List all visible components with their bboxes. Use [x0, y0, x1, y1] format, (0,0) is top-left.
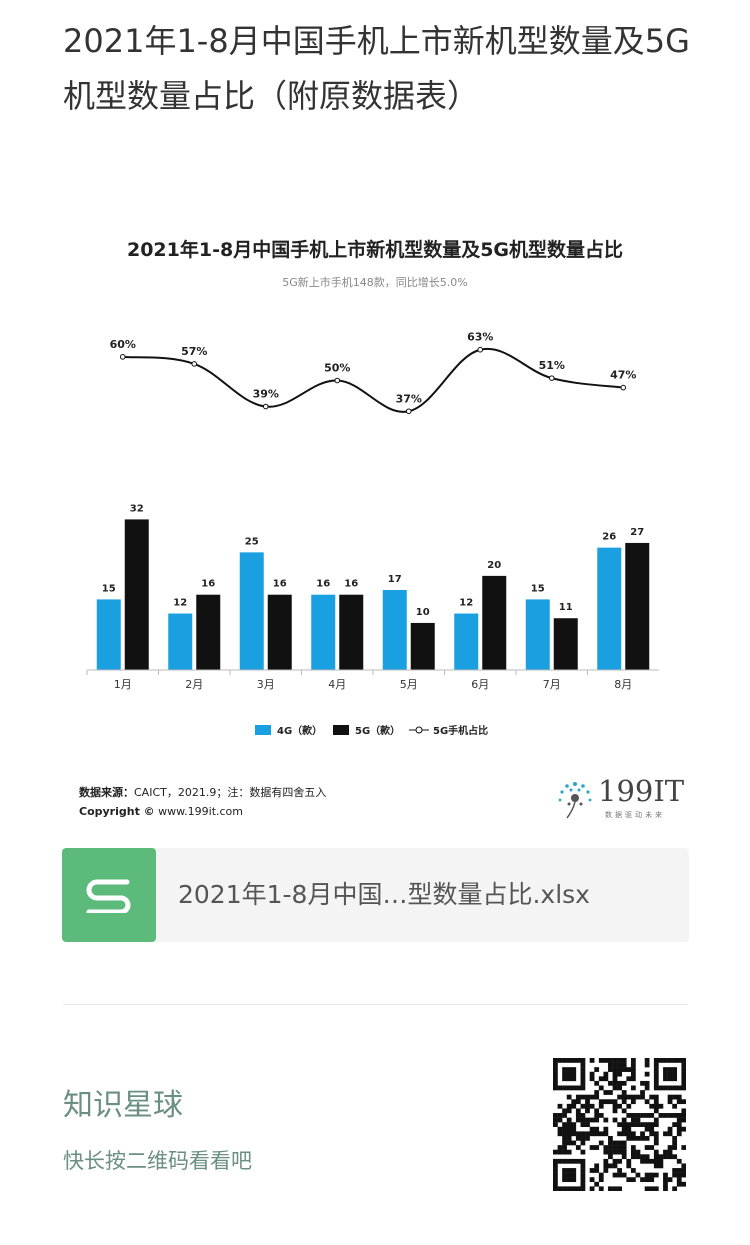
ratio-label: 51% — [539, 359, 565, 372]
x-tick-group: 1月 2月 3月 4月 5月 6月 7月 8月 — [86, 670, 632, 691]
bar-value-label: 15 — [102, 583, 116, 594]
legend-label: 5G手机占比 — [433, 724, 488, 737]
s-file-icon — [62, 848, 156, 942]
bar-value-label: 20 — [487, 560, 501, 571]
ratio-point — [405, 408, 412, 415]
bar-5g-3 — [267, 594, 292, 670]
bar-4g-3 — [239, 552, 264, 670]
bar-5g-1 — [124, 519, 149, 670]
x-tick-label: 7月 — [543, 678, 561, 691]
bar-4g-6 — [454, 613, 479, 670]
bar-value-label: 11 — [559, 602, 573, 613]
copyright-label: Copyright © — [79, 805, 155, 818]
bar-4g-4 — [311, 594, 336, 670]
ratio-point — [191, 361, 198, 367]
bar-value-label: 16 — [344, 579, 358, 590]
ratio-point — [262, 403, 269, 410]
ratio-label: 50% — [324, 362, 350, 375]
bar-value-label: 16 — [316, 579, 330, 590]
divider — [63, 1004, 688, 1005]
bar-value-label: 25 — [245, 536, 259, 547]
bar-4g-1 — [96, 599, 121, 670]
source-text: CAICT，2021.9；注：数据有四舍五入 — [134, 786, 327, 799]
source-label: 数据来源： — [79, 786, 134, 799]
attachment-file-name: 2021年1-8月中国…型数量占比.xlsx — [178, 880, 590, 909]
x-tick-label: 1月 — [114, 678, 132, 691]
bar-value-label: 15 — [531, 583, 545, 594]
ratio-point — [334, 377, 341, 384]
copyright-site: www.199it.com — [158, 805, 244, 818]
ratio-label: 63% — [467, 331, 493, 344]
chart-subtitle: 5G新上市手机148款，同比增长5.0% — [282, 275, 467, 289]
legend-label: 4G（款） — [277, 724, 322, 737]
bar-value-label: 12 — [459, 598, 473, 609]
source-note: 数据来源：CAICT，2021.9；注：数据有四舍五入 Copyright © … — [79, 783, 326, 821]
bar-group: 15 32 12 16 25 16 16 16 17 10 12 20 15 11 26 27 — [96, 503, 650, 670]
bar-4g-7 — [525, 599, 550, 670]
bar-value-label: 12 — [173, 598, 187, 609]
legend-swatch — [333, 725, 349, 735]
article-title: 2021年1-8月中国手机上市新机型数量及5G机型数量占比（附原数据表） — [63, 22, 690, 115]
chart-title: 2021年1-8月中国手机上市新机型数量及5G机型数量占比 — [127, 238, 623, 261]
ratio-point — [620, 384, 627, 391]
dandelion-icon — [558, 782, 592, 819]
ratio-line — [122, 347, 624, 413]
bar-5g-4 — [339, 594, 364, 670]
legend-swatch — [255, 725, 271, 735]
bar-4g-2 — [168, 613, 193, 670]
ratio-label: 57% — [181, 345, 207, 358]
x-tick-label: 8月 — [614, 678, 632, 691]
logo-text: 199IT — [598, 774, 685, 808]
ratio-label: 37% — [396, 392, 422, 405]
bar-value-label: 17 — [388, 574, 402, 585]
x-tick-label: 5月 — [400, 678, 418, 691]
x-tick-label: 4月 — [328, 678, 346, 691]
attachment-card[interactable]: 2021年1-8月中国…型数量占比.xlsx — [62, 848, 689, 942]
legend: 4G（款） 5G（款） 5G手机占比 — [255, 724, 488, 737]
ratio-label: 60% — [110, 338, 136, 351]
chart-image[interactable]: 2021年1-8月中国手机上市新机型数量及5G机型数量占比 5G新上市手机148… — [63, 200, 688, 830]
bar-value-label: 16 — [273, 579, 287, 590]
bar-5g-8 — [625, 542, 650, 670]
bar-5g-2 — [196, 594, 221, 670]
bar-value-label: 16 — [201, 579, 215, 590]
199it-logo: 199IT 数据驱动未来 — [553, 774, 684, 822]
x-tick-label: 6月 — [471, 678, 489, 691]
bar-value-label: 32 — [130, 503, 144, 514]
bar-4g-8 — [597, 547, 622, 670]
bar-value-label: 26 — [602, 532, 616, 543]
bar-5g-6 — [482, 575, 507, 670]
promo-title: 知识星球 — [63, 1088, 183, 1123]
bar-4g-5 — [382, 590, 407, 670]
ratio-line-group: 60% 57% 39% 50% 37% 63% 51% 47% — [110, 331, 636, 415]
bar-value-label: 10 — [416, 607, 430, 618]
ratio-label: 47% — [610, 369, 636, 382]
promo-subtitle: 快长按二维码看看吧 — [63, 1149, 252, 1173]
bar-5g-7 — [553, 618, 578, 670]
ratio-point — [548, 375, 555, 381]
legend-label: 5G（款） — [355, 724, 400, 737]
logo-tagline: 数据驱动未来 — [605, 811, 665, 819]
bar-5g-5 — [410, 622, 435, 670]
qr-code[interactable] — [553, 1058, 686, 1191]
x-tick-label: 3月 — [257, 678, 275, 691]
ratio-point — [119, 354, 126, 360]
legend-marker — [415, 726, 423, 734]
ratio-label: 39% — [253, 388, 279, 401]
x-tick-label: 2月 — [185, 678, 203, 691]
chart-svg: 2021年1-8月中国手机上市新机型数量及5G机型数量占比 5G新上市手机148… — [86, 238, 659, 737]
bar-value-label: 27 — [630, 527, 644, 538]
ratio-point — [477, 346, 484, 353]
